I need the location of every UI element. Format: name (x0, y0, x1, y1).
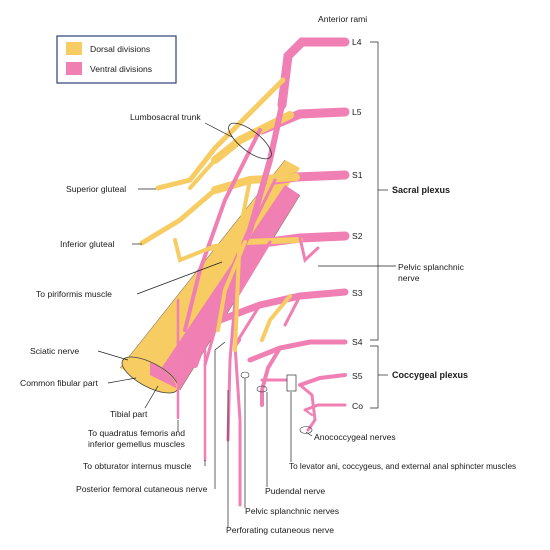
ventral-branches (176, 102, 320, 507)
posterior-femoral-yellow (233, 178, 252, 352)
tibial-part-label: Tibial part (110, 409, 148, 419)
legend-ventral-swatch (66, 62, 82, 75)
pelvic-splanchnic-s2 (298, 236, 320, 263)
levator-ani-box (286, 374, 297, 392)
anococcygeal-leader (305, 431, 313, 437)
pelvic-splanchnic-label-line2: nerve (398, 273, 420, 283)
lumbosacral-trunk-ring (228, 122, 272, 160)
root-label-s3: S3 (352, 288, 363, 298)
plexus-brackets: Sacral plexus Coccygeal plexus (370, 41, 468, 409)
obturator-internus-label: To obturator internus muscle (83, 461, 192, 471)
anococcygeal-branch (298, 383, 317, 432)
left-labels: Lumbosacral trunk Superior gluteal Infer… (20, 112, 516, 535)
dorsal-l5-link (188, 158, 217, 190)
legend-ventral-label: Ventral divisions (90, 64, 152, 74)
anococcygeal-label: Anococcygeal nerves (314, 432, 396, 442)
root-label-s2: S2 (352, 231, 363, 241)
anococcygeal-ring (299, 426, 313, 434)
root-label-l4: L4 (352, 37, 362, 47)
coccygeal-bracket (370, 345, 379, 409)
inferior-gluteal-label: Inferior gluteal (60, 239, 115, 249)
pelvic-splanchnic-label-line1: Pelvic splanchnic (398, 262, 465, 272)
legend-dorsal-swatch (66, 42, 82, 55)
ramus-s3 (216, 288, 349, 324)
lumbosacral-trunk-label: Lumbosacral trunk (130, 112, 201, 122)
ramus-s5 (298, 373, 347, 387)
dorsal-branches (139, 145, 292, 352)
root-label-s5: S5 (352, 371, 363, 381)
legend-dorsal-label: Dorsal divisions (90, 44, 150, 54)
root-labels: Anterior rami L4 L5 S1 S2 S3 S4 S5 Co (318, 14, 367, 411)
dorsal-s3 (260, 294, 292, 342)
to-piriformis-label: To piriformis muscle (36, 289, 112, 299)
ventral-s3-down (283, 294, 302, 327)
perforating-cutaneous-label: Perforating cutaneous nerve (226, 525, 334, 535)
pelvic-splanchnic-nerves-label: Pelvic splanchnic nerves (245, 506, 339, 516)
root-label-l5: L5 (352, 107, 362, 117)
pudendal-label: Pudendal nerve (265, 486, 325, 496)
tibial-leader (144, 385, 159, 409)
dorsal-s2-link (173, 238, 212, 263)
inferior-gluteal-nerve (139, 187, 218, 246)
lumbosacral-leader (204, 122, 233, 138)
superior-gluteal-label: Superior gluteal (66, 184, 126, 194)
pudendal-ring (256, 385, 268, 393)
levator-ani-label: To levator ani, coccygeus, and external … (289, 462, 516, 471)
ramus-l4-dorsal (212, 77, 286, 151)
ramus-l5-dorsal (211, 111, 294, 164)
tibial-cross-section (150, 362, 177, 388)
common-fibular-leader (107, 377, 137, 384)
splanchnic-ring (240, 371, 250, 379)
ramus-co (303, 403, 347, 412)
piriformis-leader (136, 261, 223, 295)
posterior-femoral-leader (214, 341, 226, 489)
sciatic-nerve-label: Sciatic nerve (30, 346, 79, 356)
ventral-branch-d (233, 303, 262, 507)
common-fibular-label: Common fibular part (20, 378, 98, 388)
ventral-branch-b (203, 178, 277, 367)
root-label-s1: S1 (352, 170, 363, 180)
posterior-femoral-label: Posterior femoral cutaneous nerve (76, 484, 208, 494)
coccygeal-plexus-label: Coccygeal plexus (392, 370, 468, 380)
ventral-branch-a (183, 128, 262, 332)
ventral-branch-c (226, 240, 272, 442)
root-label-co: Co (352, 401, 363, 411)
ramus-l4 (277, 37, 350, 110)
root-label-s4: S4 (352, 337, 363, 347)
ramus-s4 (247, 339, 348, 363)
sciatic-leader (97, 350, 129, 361)
sacral-plexus-label: Sacral plexus (392, 185, 450, 195)
quadratus-label-line1: To quadratus femoris and (88, 428, 185, 438)
legend: Dorsal divisions Ventral divisions (56, 35, 177, 84)
co-branch (304, 409, 313, 416)
superior-gluteal-nerve (155, 145, 218, 191)
sacral-bracket (370, 41, 379, 341)
anterior-rami-label: Anterior rami (318, 14, 367, 24)
quadratus-label-line2: inferior gemellus muscles (88, 439, 185, 449)
